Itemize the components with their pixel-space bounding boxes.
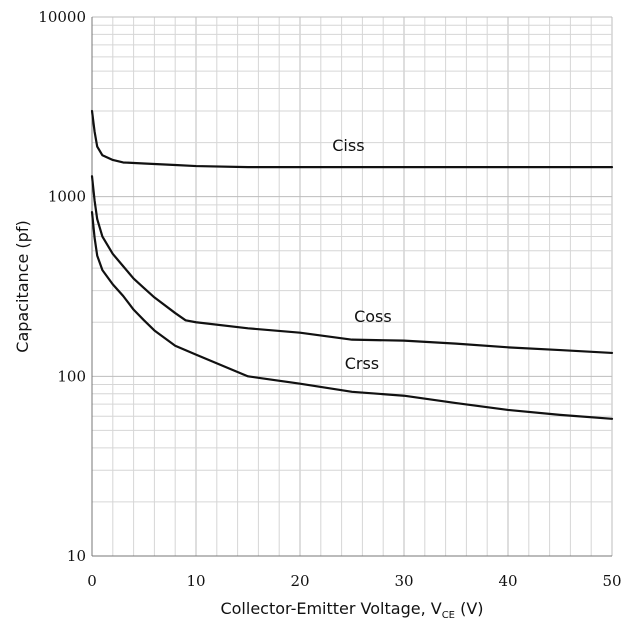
label-layer: Ciss Coss Crss — [332, 136, 391, 373]
y-tick-label: 10 — [67, 547, 86, 565]
x-tick-label: 20 — [290, 572, 309, 590]
grid-layer — [91, 16, 613, 557]
series-line-crss — [90, 211, 614, 420]
x-axis-title-subscript: CE — [442, 610, 455, 621]
series-line-coss — [90, 175, 614, 355]
series-label-ciss: Ciss — [332, 136, 364, 155]
x-tick-label: 50 — [602, 572, 621, 590]
x-tick-label: 40 — [498, 572, 517, 590]
y-tick-label: 100 — [57, 367, 86, 385]
x-axis-title-suffix: (V) — [455, 599, 484, 618]
x-axis-title-main: Collector-Emitter Voltage, V — [220, 599, 441, 618]
x-axis-title: Collector-Emitter Voltage, VCE (V) — [220, 599, 483, 621]
series-layer — [90, 109, 614, 420]
y-tick-label: 10000 — [38, 8, 86, 26]
y-axis-title: Capacitance (pf) — [13, 220, 32, 352]
x-tick-label: 10 — [186, 572, 205, 590]
series-label-coss: Coss — [354, 307, 392, 326]
series-label-crss: Crss — [345, 354, 379, 373]
x-tick-label: 0 — [87, 572, 97, 590]
series-line-ciss — [90, 109, 614, 169]
x-tick-label: 30 — [394, 572, 413, 590]
y-tick-label: 1000 — [48, 188, 86, 206]
